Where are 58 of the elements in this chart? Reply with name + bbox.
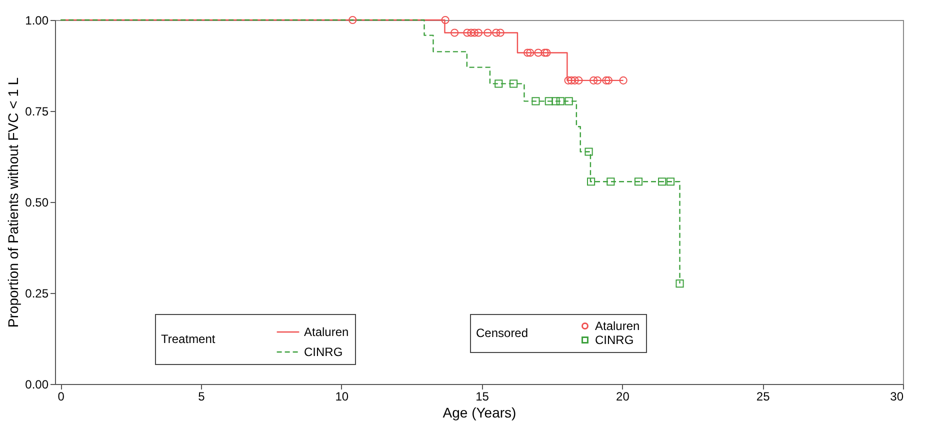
x-tick-label: 25	[756, 390, 770, 404]
x-tick-label: 5	[198, 390, 206, 404]
x-tick-label: 20	[616, 390, 630, 404]
point	[584, 148, 593, 156]
point	[567, 76, 576, 84]
point	[494, 80, 503, 88]
point	[348, 16, 357, 24]
point	[474, 28, 482, 37]
y-tick-label: 1.00	[25, 14, 49, 28]
x-tick-label: 30	[890, 390, 904, 404]
point	[467, 28, 476, 37]
x-tick-label: 15	[476, 390, 490, 404]
point	[570, 76, 579, 84]
point	[524, 48, 532, 57]
annotation: Censored	[476, 326, 528, 340]
point	[463, 28, 472, 37]
y-tick-label: 0.75	[25, 104, 49, 118]
point	[593, 76, 602, 84]
point	[556, 97, 564, 106]
point	[552, 97, 560, 106]
legend-label: CINRG	[304, 345, 343, 359]
point	[542, 48, 551, 57]
point	[619, 76, 628, 84]
legend-label: CINRG	[595, 333, 634, 347]
point	[587, 178, 596, 186]
x-axis-title: Age (Years)	[442, 404, 516, 420]
legend-label: Ataluren	[595, 319, 640, 333]
legend-label: Ataluren	[304, 325, 349, 339]
point	[544, 97, 553, 106]
point	[564, 97, 573, 106]
point	[510, 80, 518, 88]
point	[590, 76, 598, 84]
point	[484, 28, 492, 37]
point	[658, 178, 666, 186]
point	[666, 178, 675, 186]
point	[532, 97, 540, 106]
point	[564, 76, 572, 84]
point	[540, 48, 549, 57]
y-tick-label: 0.50	[25, 196, 49, 210]
x-tick-label: 0	[58, 390, 65, 404]
x-tick-label: 10	[335, 390, 349, 404]
point	[606, 178, 615, 186]
point	[470, 28, 479, 37]
point	[604, 76, 612, 84]
point	[492, 28, 500, 37]
legend-title: Treatment	[161, 332, 216, 346]
y-tick-label: 0.00	[25, 378, 49, 392]
point	[676, 280, 684, 288]
point	[634, 178, 643, 186]
y-axis-title: Proportion of Patients without FVC < 1 L	[5, 77, 22, 328]
point	[526, 48, 534, 57]
point	[441, 16, 450, 24]
point	[534, 48, 542, 57]
point	[496, 28, 504, 37]
point	[450, 28, 459, 37]
point	[602, 76, 610, 84]
point	[574, 76, 583, 84]
y-tick-label: 0.25	[25, 286, 49, 300]
